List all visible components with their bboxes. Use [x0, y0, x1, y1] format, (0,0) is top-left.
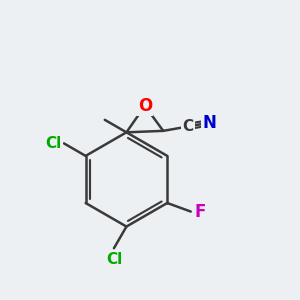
Text: N: N [203, 114, 217, 132]
Text: C: C [182, 119, 194, 134]
Text: Cl: Cl [46, 136, 62, 151]
Text: O: O [138, 97, 152, 115]
Text: F: F [194, 202, 206, 220]
Text: Cl: Cl [106, 252, 122, 267]
